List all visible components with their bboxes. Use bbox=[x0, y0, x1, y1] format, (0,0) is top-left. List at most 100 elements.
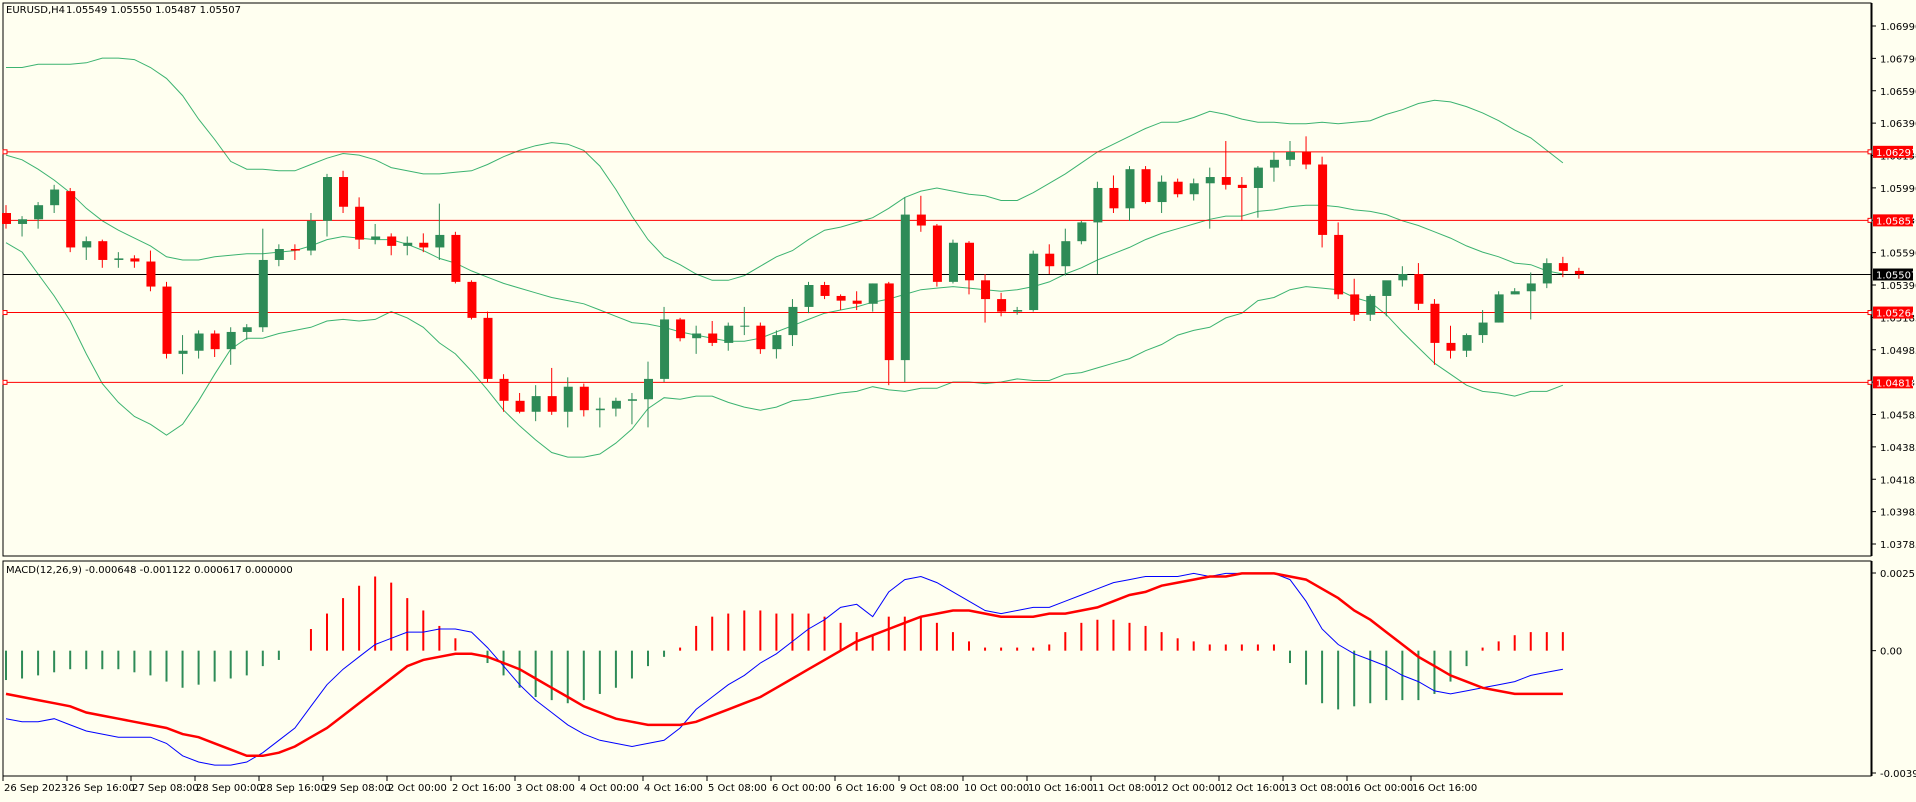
level-label-box bbox=[1873, 376, 1913, 389]
candle-body bbox=[98, 241, 108, 260]
candle-body bbox=[1045, 253, 1055, 267]
candle-body bbox=[1269, 159, 1279, 168]
candle-body bbox=[403, 242, 413, 246]
candle-body bbox=[948, 242, 958, 282]
candle-body bbox=[146, 261, 156, 287]
candle-body bbox=[355, 206, 365, 240]
candle-body bbox=[868, 283, 878, 304]
candle-body bbox=[1414, 274, 1424, 304]
candle-body bbox=[724, 325, 734, 343]
level-handle-left bbox=[2, 310, 8, 316]
time-tick-label: 5 Oct 08:00 bbox=[708, 783, 767, 794]
price-tick-label: 1.05390 bbox=[1880, 281, 1916, 292]
candle-body bbox=[627, 399, 637, 401]
macd-tick-label: 0.00 bbox=[1880, 647, 1902, 658]
candle-body bbox=[660, 319, 670, 379]
macd-indicator bbox=[5, 572, 1564, 766]
time-tick-label: 2 Oct 00:00 bbox=[388, 783, 447, 794]
candle-body bbox=[981, 280, 991, 300]
bollinger-upper-line bbox=[6, 57, 1564, 281]
time-tick-label: 10 Oct 00:00 bbox=[964, 783, 1029, 794]
candle-body bbox=[1350, 294, 1360, 315]
level-label-box bbox=[1873, 306, 1913, 319]
price-tick-label: 1.05590 bbox=[1880, 249, 1916, 260]
candle-body bbox=[451, 234, 461, 282]
candle-body bbox=[900, 214, 910, 361]
candle-body bbox=[1398, 274, 1408, 281]
level-label-text: 1.05853 bbox=[1876, 216, 1916, 227]
time-tick-label: 3 Oct 08:00 bbox=[516, 783, 575, 794]
candle-body bbox=[804, 285, 814, 307]
price-tick-label: 1.04385 bbox=[1880, 443, 1916, 454]
time-tick-label: 9 Oct 08:00 bbox=[900, 783, 959, 794]
candle-body bbox=[483, 317, 493, 379]
candle-body bbox=[50, 189, 60, 206]
time-tick-label: 4 Oct 00:00 bbox=[580, 783, 639, 794]
candle-body bbox=[66, 191, 76, 248]
candle-body bbox=[965, 242, 974, 281]
candle-body bbox=[820, 285, 830, 296]
candle-body bbox=[1077, 222, 1087, 242]
time-tick-label: 6 Oct 16:00 bbox=[836, 783, 895, 794]
candle-body bbox=[18, 219, 28, 224]
bollinger-bands bbox=[5, 57, 1564, 458]
candle-body bbox=[1125, 169, 1135, 209]
candle-body bbox=[467, 281, 477, 318]
current-price-text: 1.05507 bbox=[1876, 271, 1916, 282]
candle-body bbox=[162, 286, 172, 354]
candlestick-series bbox=[2, 136, 1584, 428]
level-handle-left bbox=[2, 379, 8, 385]
candle-body bbox=[258, 259, 268, 328]
price-tick-label: 1.06790 bbox=[1880, 54, 1916, 65]
candle-body bbox=[1237, 184, 1247, 188]
candle-body bbox=[130, 258, 140, 262]
price-tick-label: 1.05185 bbox=[1880, 313, 1916, 324]
time-tick-label: 2 Oct 16:00 bbox=[452, 783, 511, 794]
candle-body bbox=[323, 177, 332, 221]
time-tick-label: 11 Oct 08:00 bbox=[1092, 783, 1157, 794]
candle-body bbox=[547, 396, 557, 412]
candle-body bbox=[1318, 164, 1328, 235]
candle-body bbox=[563, 386, 573, 412]
candle-body bbox=[2, 213, 11, 224]
candle-body bbox=[1430, 303, 1440, 343]
candle-body bbox=[178, 350, 188, 354]
candle-body bbox=[419, 242, 429, 248]
candle-body bbox=[114, 258, 124, 260]
candle-body bbox=[34, 205, 44, 220]
candle-body bbox=[676, 319, 686, 339]
candle-body bbox=[836, 295, 846, 301]
level-handle-right bbox=[1867, 379, 1873, 385]
price-tick-label: 1.04985 bbox=[1880, 346, 1916, 357]
candle-body bbox=[1093, 187, 1103, 223]
level-handle-right bbox=[1867, 310, 1873, 316]
candle-body bbox=[1494, 294, 1504, 323]
level-label-box bbox=[1873, 145, 1913, 158]
candle-body bbox=[1478, 322, 1488, 336]
time-tick-label: 16 Oct 16:00 bbox=[1412, 783, 1477, 794]
candle-body bbox=[499, 378, 509, 401]
candle-body bbox=[884, 283, 894, 361]
candle-body bbox=[1526, 283, 1536, 292]
candle-body bbox=[1334, 234, 1344, 295]
candle-body bbox=[1029, 253, 1039, 311]
candle-body bbox=[1205, 177, 1215, 184]
price-tick-label: 1.04185 bbox=[1880, 475, 1916, 486]
candle-body bbox=[1366, 295, 1376, 315]
candle-body bbox=[82, 241, 92, 248]
price-tick-label: 1.06590 bbox=[1880, 87, 1916, 98]
macd-tick-label: 0.002512 bbox=[1880, 569, 1916, 580]
time-tick-label: 28 Sep 16:00 bbox=[260, 783, 327, 794]
level-handle-right bbox=[1867, 217, 1873, 223]
candle-body bbox=[371, 236, 381, 240]
level-label-box bbox=[1873, 214, 1913, 227]
candle-body bbox=[1061, 241, 1071, 267]
macd-title: MACD(12,26,9) -0.000648 -0.001122 0.0006… bbox=[6, 565, 293, 576]
candle-body bbox=[274, 249, 284, 260]
level-label-text: 1.04818 bbox=[1876, 378, 1916, 389]
candle-body bbox=[997, 299, 1007, 312]
price-tick-label: 1.06390 bbox=[1880, 119, 1916, 130]
macd-line bbox=[5, 572, 1563, 766]
